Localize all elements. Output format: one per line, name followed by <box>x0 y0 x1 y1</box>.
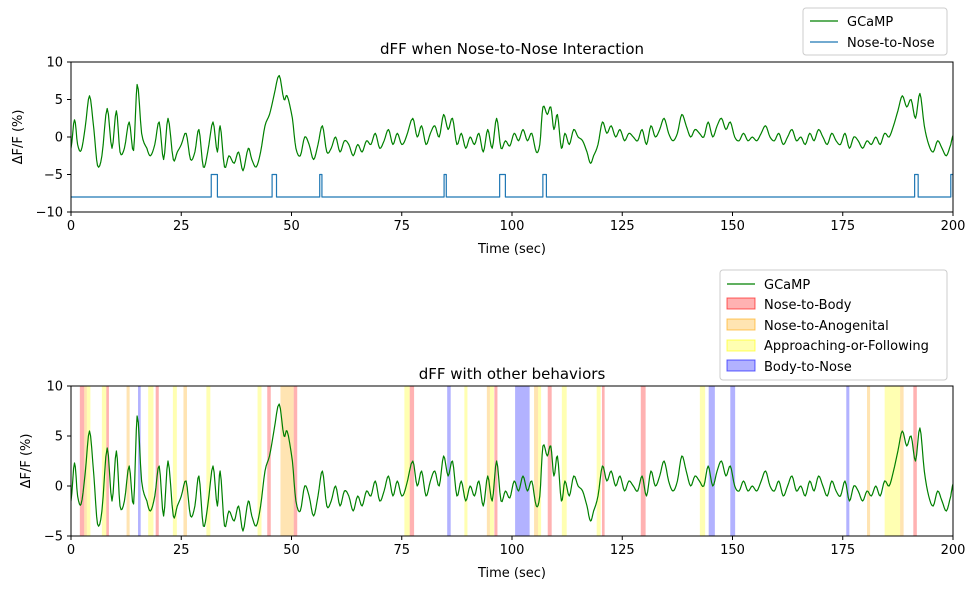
behavior-span-approaching-or-following <box>148 386 154 536</box>
behavior-span-body-to-nose <box>447 386 451 536</box>
behavior-span-approaching-or-following <box>489 386 494 536</box>
behavior-span-nose-to-body <box>409 386 415 536</box>
behavior-span-approaching-or-following <box>699 386 706 536</box>
behavior-span-nose-to-anogenital <box>486 386 490 536</box>
behavior-span-nose-to-body <box>267 386 271 536</box>
top-x-axis-label: Time (sec) <box>477 242 546 257</box>
legend-approaching-or-following-label: Approaching-or-Following <box>764 339 929 354</box>
legend-nose-to-anogenital-swatch <box>726 318 756 331</box>
x-tick-label: 50 <box>283 219 300 234</box>
behavior-span-nose-to-anogenital <box>900 386 904 536</box>
y-tick-label: 5 <box>55 430 63 445</box>
top-legend-box <box>802 7 948 56</box>
top-legend: GCaMP Nose-to-Nose <box>802 7 948 56</box>
y-tick-label: 0 <box>55 480 63 495</box>
x-tick-label: 0 <box>67 543 75 558</box>
y-tick-label: −10 <box>36 206 63 221</box>
y-tick-label: −5 <box>44 530 63 545</box>
x-tick-label: 200 <box>941 543 966 558</box>
behavior-span-body-to-nose <box>515 386 530 536</box>
legend-nose-to-body-swatch <box>726 297 756 310</box>
y-tick-label: 5 <box>55 93 63 108</box>
behavior-span-approaching-or-following <box>172 386 177 536</box>
bottom-y-axis-label: ΔF/F (%) <box>19 434 34 489</box>
behavior-span-approaching-or-following <box>596 386 601 536</box>
behavior-span-nose-to-body <box>640 386 646 536</box>
behavior-span-approaching-or-following <box>884 386 901 536</box>
behavior-span-nose-to-body <box>293 386 298 536</box>
x-tick-label: 150 <box>720 219 745 234</box>
behavior-span-nose-to-body <box>601 386 605 536</box>
top-chart-title: dFF when Nose-to-Nose Interaction <box>380 40 644 58</box>
x-tick-label: 0 <box>67 219 75 234</box>
top-nose-to-nose-line <box>71 173 953 198</box>
top-gcamp-line <box>71 74 953 172</box>
behavior-span-approaching-or-following <box>404 386 410 536</box>
other-behaviors-panel: dFF with other behaviors 0 25 50 75 100 125 15… <box>19 269 966 581</box>
top-y-axis-label: ΔF/F (%) <box>11 110 26 165</box>
bottom-series-layer <box>71 403 953 532</box>
top-legend-nose-to-nose-label: Nose-to-Nose <box>847 36 935 51</box>
behavior-span-approaching-or-following <box>561 386 567 536</box>
top-x-ticks: 0 25 50 75 100 125 150 175 200 <box>67 212 966 234</box>
behavior-span-body-to-nose <box>730 386 736 536</box>
behavior-span-approaching-or-following <box>464 386 468 536</box>
x-tick-label: 50 <box>283 543 300 558</box>
behavior-span-body-to-nose <box>138 386 141 536</box>
x-tick-label: 25 <box>173 219 190 234</box>
behavior-span-nose-to-anogenital <box>867 386 871 536</box>
behavior-span-nose-to-body <box>494 386 498 536</box>
behavior-span-nose-to-body <box>547 386 552 536</box>
bottom-gcamp-line <box>71 403 953 532</box>
behavior-span-nose-to-anogenital <box>183 386 187 536</box>
x-tick-label: 100 <box>500 543 525 558</box>
behavior-span-nose-to-body <box>155 386 159 536</box>
x-tick-label: 25 <box>173 543 190 558</box>
legend-body-to-nose-swatch <box>726 359 756 372</box>
behavior-span-nose-to-body <box>106 386 109 536</box>
x-tick-label: 175 <box>830 543 855 558</box>
legend-nose-to-anogenital-label: Nose-to-Anogenital <box>764 319 889 334</box>
bottom-x-ticks: 0 25 50 75 100 125 150 175 200 <box>67 536 966 558</box>
y-tick-label: 10 <box>46 380 63 395</box>
nose-to-nose-panel: dFF when Nose-to-Nose Interaction 0 25 50 7… <box>11 7 966 257</box>
bottom-y-ticks: −5 0 5 10 <box>44 380 71 545</box>
top-y-ticks: −10 −5 0 5 10 <box>36 56 71 221</box>
behavior-span-nose-to-anogenital <box>534 386 539 536</box>
behavior-span-body-to-nose <box>708 386 715 536</box>
top-legend-gcamp-label: GCaMP <box>847 15 893 30</box>
behavior-span-approaching-or-following <box>101 386 107 536</box>
behavior-span-nose-to-anogenital <box>280 386 294 536</box>
bottom-legend-gcamp-label: GCaMP <box>764 278 810 293</box>
bottom-legend-box <box>719 269 948 381</box>
bottom-legend: GCaMP Nose-to-Body Nose-to-Anogenital Ap… <box>719 269 948 381</box>
x-tick-label: 100 <box>500 219 525 234</box>
behavior-spans-layer <box>79 386 917 536</box>
legend-approaching-or-following-swatch <box>726 339 756 352</box>
y-tick-label: 0 <box>55 131 63 146</box>
behavior-span-approaching-or-following <box>538 386 542 536</box>
x-tick-label: 200 <box>941 219 966 234</box>
behavior-span-nose-to-anogenital <box>84 386 87 536</box>
legend-body-to-nose-label: Body-to-Nose <box>764 360 852 375</box>
behavior-span-nose-to-body <box>79 386 85 536</box>
legend-nose-to-body-label: Nose-to-Body <box>764 298 852 313</box>
behavior-span-approaching-or-following <box>86 386 91 536</box>
x-tick-label: 175 <box>830 219 855 234</box>
x-tick-label: 75 <box>393 543 410 558</box>
bottom-chart-title: dFF with other behaviors <box>419 365 606 383</box>
behavior-span-approaching-or-following <box>206 386 211 536</box>
x-tick-label: 150 <box>720 543 745 558</box>
bottom-x-axis-label: Time (sec) <box>477 566 546 581</box>
x-tick-label: 125 <box>610 219 635 234</box>
x-tick-label: 125 <box>610 543 635 558</box>
x-tick-label: 75 <box>393 219 410 234</box>
behavior-span-nose-to-anogenital <box>126 386 130 536</box>
behavior-span-approaching-or-following <box>257 386 262 536</box>
behavior-span-body-to-nose <box>846 386 850 536</box>
y-tick-label: 10 <box>46 56 63 71</box>
y-tick-label: −5 <box>44 168 63 183</box>
top-series-layer <box>71 74 953 198</box>
